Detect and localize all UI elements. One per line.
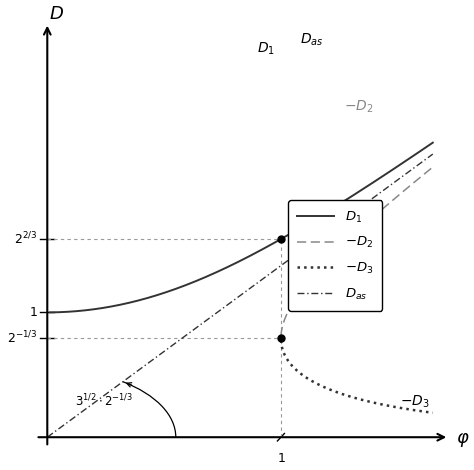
- Text: $1$: $1$: [276, 452, 285, 465]
- Text: $2^{2/3}$: $2^{2/3}$: [15, 231, 38, 247]
- Text: $D_1$: $D_1$: [257, 40, 275, 56]
- Text: $3^{1/2}\cdot 2^{-1/3}$: $3^{1/2}\cdot 2^{-1/3}$: [75, 392, 134, 409]
- Text: $D_{as}$: $D_{as}$: [300, 31, 323, 48]
- Text: $1$: $1$: [29, 306, 38, 319]
- Text: $D$: $D$: [49, 5, 64, 23]
- Text: $2^{-1/3}$: $2^{-1/3}$: [7, 330, 38, 346]
- Text: $\varphi$: $\varphi$: [456, 431, 470, 449]
- Legend: $D_1$, $-D_2$, $-D_3$, $D_{as}$: $D_1$, $-D_2$, $-D_3$, $D_{as}$: [288, 200, 383, 311]
- Text: $-D_3$: $-D_3$: [400, 394, 430, 410]
- Text: $-D_2$: $-D_2$: [344, 98, 374, 115]
